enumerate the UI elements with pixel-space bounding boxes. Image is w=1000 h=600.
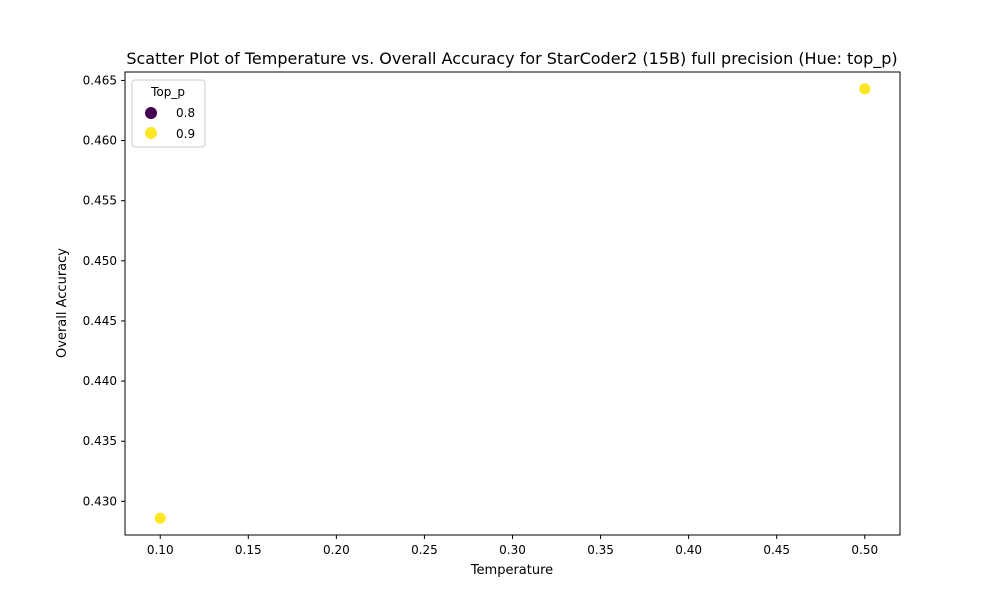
scatter-point bbox=[153, 511, 167, 525]
legend-marker-0.8 bbox=[145, 107, 157, 119]
x-tick-label: 0.30 bbox=[499, 543, 526, 557]
chart-title: Scatter Plot of Temperature vs. Overall … bbox=[126, 49, 897, 69]
data-points bbox=[153, 82, 872, 525]
y-tick-label: 0.430 bbox=[83, 494, 117, 508]
x-tick-label: 0.10 bbox=[147, 543, 174, 557]
x-axis-label: Temperature bbox=[470, 563, 553, 578]
x-tick-label: 0.35 bbox=[587, 543, 614, 557]
x-axis-ticks: 0.10 0.15 0.20 0.25 0.30 0.35 0.40 0.45 0.50 bbox=[147, 535, 878, 557]
y-tick-label: 0.440 bbox=[83, 374, 117, 388]
legend-title: Top_p bbox=[150, 85, 185, 99]
y-axis-ticks: 0.430 0.435 0.440 0.445 0.450 0.455 0.460 0.465 bbox=[83, 73, 125, 508]
legend-marker-0.9 bbox=[145, 127, 157, 139]
y-axis-label: Overall Accuracy bbox=[55, 248, 70, 358]
legend-label-0.9: 0.9 bbox=[176, 127, 195, 141]
legend-label-0.8: 0.8 bbox=[176, 106, 195, 120]
y-tick-label: 0.455 bbox=[83, 194, 117, 208]
scatter-point bbox=[858, 82, 872, 96]
y-tick-label: 0.435 bbox=[83, 434, 117, 448]
y-tick-label: 0.465 bbox=[83, 73, 117, 87]
x-tick-label: 0.25 bbox=[411, 543, 438, 557]
x-tick-label: 0.40 bbox=[675, 543, 702, 557]
legend: Top_p 0.8 0.9 bbox=[131, 79, 206, 148]
y-tick-label: 0.460 bbox=[83, 134, 117, 148]
x-tick-label: 0.20 bbox=[323, 543, 350, 557]
x-tick-label: 0.50 bbox=[851, 543, 878, 557]
y-tick-label: 0.450 bbox=[83, 254, 117, 268]
plot-area-frame bbox=[124, 71, 901, 536]
x-tick-label: 0.15 bbox=[235, 543, 262, 557]
y-tick-label: 0.445 bbox=[83, 314, 117, 328]
x-tick-label: 0.45 bbox=[763, 543, 790, 557]
